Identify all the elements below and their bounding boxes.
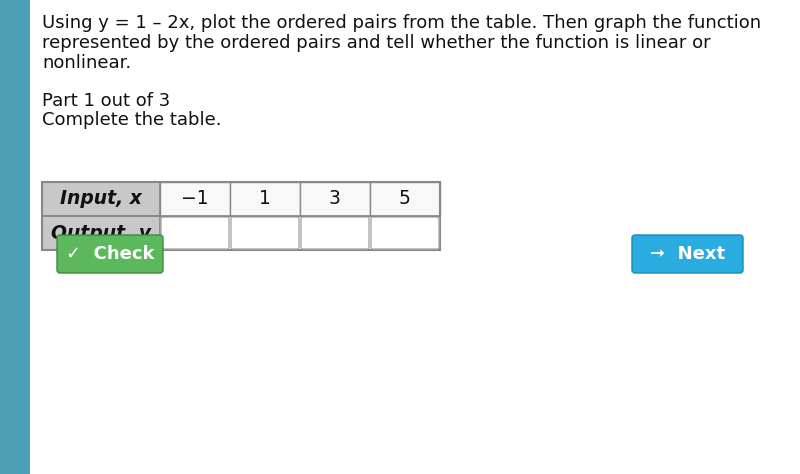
Text: nonlinear.: nonlinear. [42, 54, 131, 72]
Bar [42, 182, 160, 216]
Text: 3: 3 [329, 190, 341, 209]
Text: 1: 1 [259, 190, 271, 209]
Text: Complete the table.: Complete the table. [42, 111, 222, 129]
Bar [42, 182, 440, 250]
Bar [230, 182, 300, 216]
Bar [300, 182, 370, 216]
Text: Output, y: Output, y [51, 224, 151, 243]
Text: ✓  Check: ✓ Check [66, 245, 154, 263]
FancyBboxPatch shape [161, 217, 229, 249]
Text: −1: −1 [181, 190, 209, 209]
Bar [0, 0, 30, 474]
FancyBboxPatch shape [301, 217, 369, 249]
Bar [160, 182, 230, 216]
FancyBboxPatch shape [231, 217, 299, 249]
Text: Part 1 out of 3: Part 1 out of 3 [42, 92, 170, 110]
Text: Using y = 1 – 2x, plot the ordered pairs from the table. Then graph the function: Using y = 1 – 2x, plot the ordered pairs… [42, 14, 761, 32]
FancyBboxPatch shape [371, 217, 439, 249]
Bar [370, 182, 440, 216]
Text: 5: 5 [399, 190, 411, 209]
FancyBboxPatch shape [632, 235, 743, 273]
Text: Input, x: Input, x [60, 190, 142, 209]
Bar [42, 216, 160, 250]
FancyBboxPatch shape [57, 235, 163, 273]
Text: ➞  Next: ➞ Next [650, 245, 725, 263]
Text: represented by the ordered pairs and tell whether the function is linear or: represented by the ordered pairs and tel… [42, 34, 710, 52]
